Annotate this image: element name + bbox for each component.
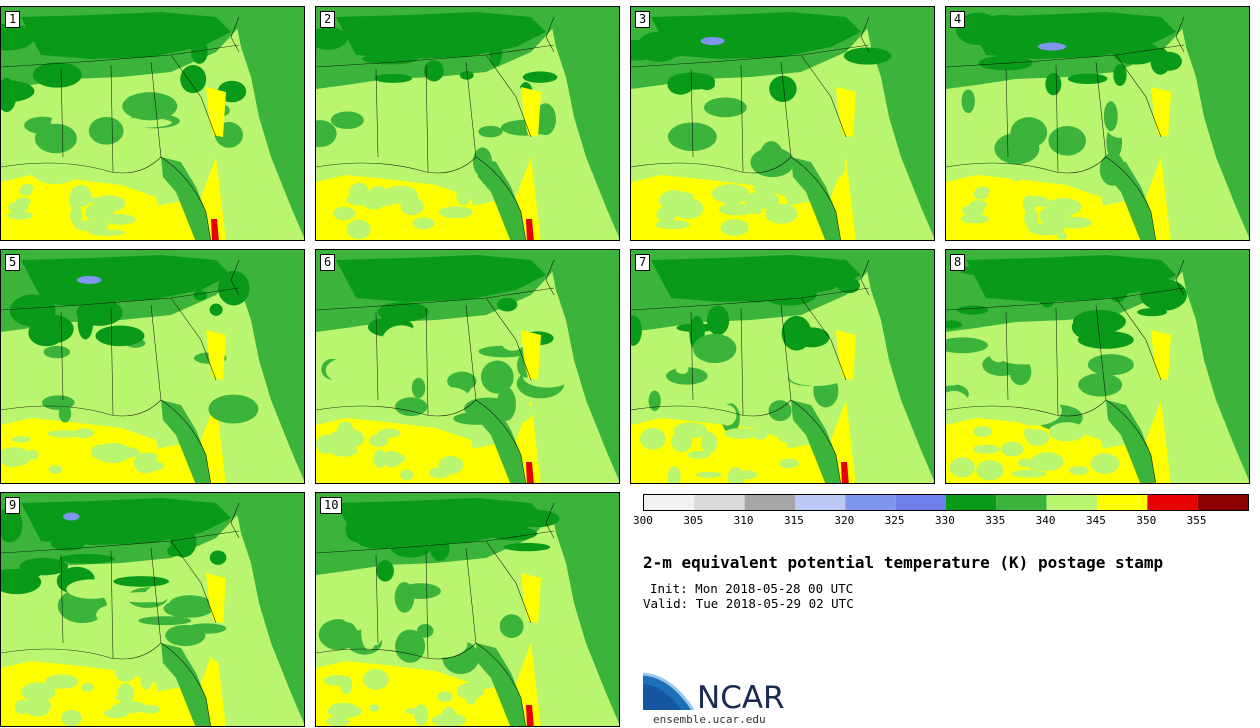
member-map <box>1 7 304 240</box>
colorbar-swatch <box>1197 495 1248 510</box>
logo-url: ensemble.ucar.edu <box>653 713 766 726</box>
colorbar-swatch <box>694 495 745 510</box>
member-panel: 5 <box>0 249 305 484</box>
member-number: 4 <box>950 11 966 28</box>
init-time: Init: Mon 2018-05-28 00 UTC <box>650 581 853 596</box>
colorbar-tick-label: 320 <box>834 514 855 527</box>
colorbar-swatch <box>946 495 997 510</box>
member-number: 8 <box>950 254 966 271</box>
colorbar-tick-label: 345 <box>1086 514 1106 527</box>
colorbar-swatch <box>744 495 795 510</box>
colorbar-tick-label: 355 <box>1186 514 1207 527</box>
ncar-logo-text: NCAR <box>697 680 785 716</box>
colorbar-swatch <box>996 495 1047 510</box>
member-number: 5 <box>5 254 21 271</box>
valid-value: Tue 2018-05-29 02 UTC <box>695 596 854 611</box>
member-panel: 1 <box>0 6 305 241</box>
ncar-logo-icon <box>643 672 695 711</box>
colorbar-swatch <box>895 495 946 510</box>
member-panel: 7 <box>630 249 935 484</box>
member-number: 2 <box>320 11 336 28</box>
colorbar-tick-label: 305 <box>683 514 704 527</box>
member-map <box>316 250 619 483</box>
member-map <box>631 7 934 240</box>
member-panel: 10 <box>315 492 620 727</box>
colorbar-swatch <box>1046 495 1097 510</box>
init-label: Init: <box>650 581 688 596</box>
member-number: 3 <box>635 11 651 28</box>
colorbar <box>643 494 1249 511</box>
member-number: 1 <box>5 11 21 28</box>
member-panel: 3 <box>630 6 935 241</box>
valid-label: Valid: <box>643 596 689 611</box>
colorbar-tick-label: 340 <box>1035 514 1056 527</box>
member-map <box>316 493 619 726</box>
colorbar-tick-label: 325 <box>884 514 905 527</box>
member-map <box>1 250 304 483</box>
colorbar-tick-label: 310 <box>733 514 754 527</box>
member-map <box>631 250 934 483</box>
member-map <box>316 7 619 240</box>
member-panel: 2 <box>315 6 620 241</box>
init-value: Mon 2018-05-28 00 UTC <box>695 581 854 596</box>
colorbar-labels: 300 305 310 315 320 325 330 335 340 345 350 355 <box>630 514 1250 530</box>
member-map <box>946 250 1249 483</box>
member-number: 7 <box>635 254 651 271</box>
colorbar-swatch <box>644 495 695 510</box>
member-map <box>1 493 304 726</box>
colorbar-border <box>643 494 1249 511</box>
member-panel: 8 <box>945 249 1250 484</box>
colorbar-tick-label: 350 <box>1136 514 1157 527</box>
member-panel: 4 <box>945 6 1250 241</box>
member-map <box>946 7 1249 240</box>
valid-time: Valid: Tue 2018-05-29 02 UTC <box>643 596 854 611</box>
member-number: 9 <box>5 497 21 514</box>
colorbar-swatch <box>1097 495 1148 510</box>
member-number: 10 <box>320 497 343 514</box>
colorbar-tick-label: 315 <box>784 514 804 527</box>
member-number: 6 <box>320 254 336 271</box>
member-panel: 6 <box>315 249 620 484</box>
colorbar-tick-label: 300 <box>633 514 653 527</box>
colorbar-swatch <box>795 495 846 510</box>
member-panel: 9 <box>0 492 305 727</box>
colorbar-tick-label: 330 <box>935 514 955 527</box>
colorbar-swatch <box>845 495 896 510</box>
plot-title: 2-m equivalent potential temperature (K)… <box>643 553 1164 572</box>
colorbar-swatch <box>1147 495 1198 510</box>
colorbar-tick-label: 335 <box>985 514 1006 527</box>
